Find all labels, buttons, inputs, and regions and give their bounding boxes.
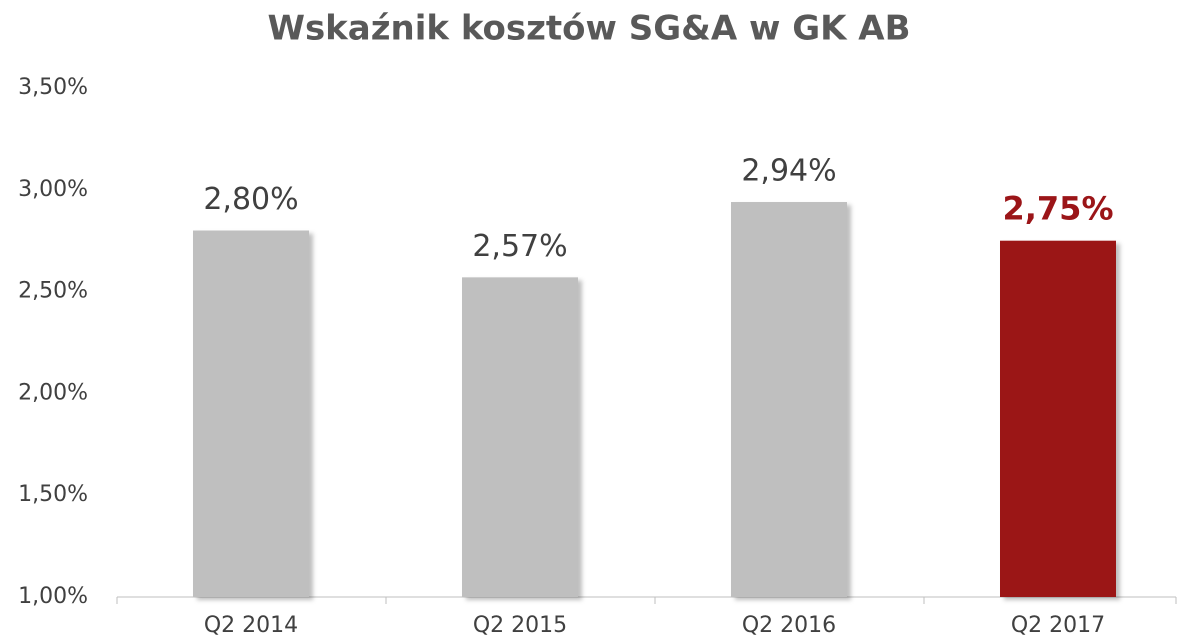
y-tick-label: 2,00% <box>18 380 88 405</box>
y-tick-label: 1,00% <box>18 584 88 609</box>
value-label: 2,75% <box>1002 190 1113 228</box>
x-tick-label: Q2 2014 <box>204 613 298 638</box>
value-label: 2,94% <box>741 154 836 189</box>
value-label: 2,57% <box>472 229 567 264</box>
x-tick-label: Q2 2015 <box>473 613 567 638</box>
y-tick-label: 3,50% <box>18 75 88 100</box>
y-tick-label: 1,50% <box>18 482 88 507</box>
chart-title: Wskaźnik kosztów SG&A w GK AB <box>267 9 910 49</box>
bar <box>731 202 847 598</box>
value-label: 2,80% <box>203 182 298 217</box>
x-tick-label: Q2 2017 <box>1011 613 1105 638</box>
bar <box>193 230 309 597</box>
x-tick-label: Q2 2016 <box>742 613 836 638</box>
y-tick-label: 2,50% <box>18 279 88 304</box>
bar <box>462 277 578 597</box>
y-tick-label: 3,00% <box>18 177 88 202</box>
bar <box>1000 240 1116 597</box>
